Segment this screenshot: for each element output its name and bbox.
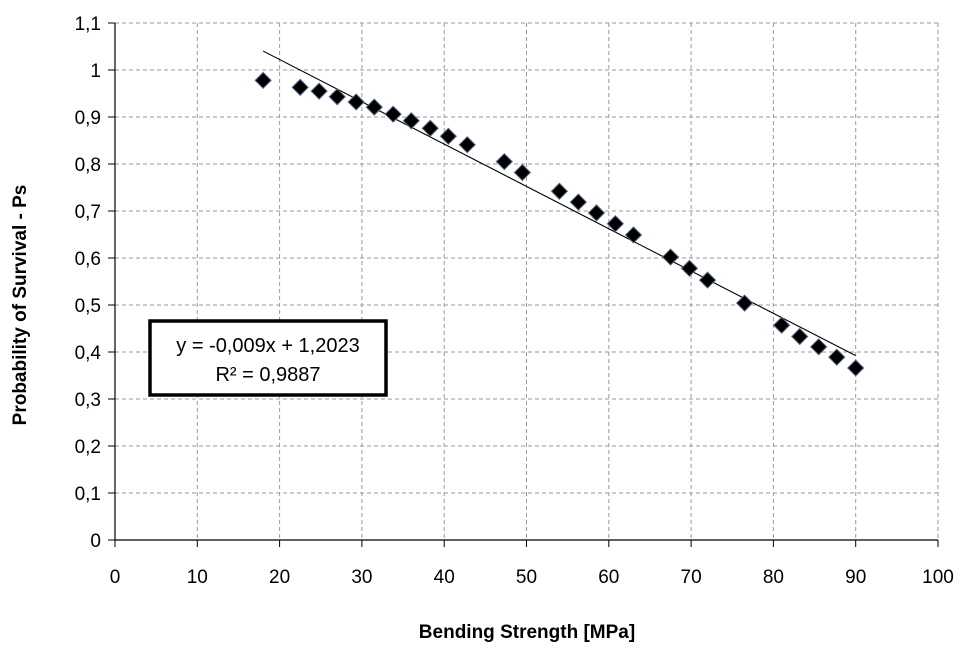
y-tick-label: 0 [90,531,101,552]
data-point [791,327,809,346]
data-point [421,119,439,137]
data-point [402,112,420,130]
axes [108,22,939,547]
y-tick-label: 1,1 [75,14,101,35]
data-point [254,71,272,90]
data-point [661,248,680,266]
y-tick-label: 0,4 [75,343,102,364]
y-tick-label: 0,2 [75,437,101,458]
data-point [495,152,513,171]
y-tick-label: 0,6 [75,249,101,270]
x-tick-label: 10 [187,567,208,588]
y-tick-label: 0,1 [75,484,101,505]
x-tick-label: 40 [434,567,455,588]
data-point [439,127,458,145]
data-point [846,359,865,377]
y-axis-title: Probability of Survival - Ps [10,185,31,426]
data-point [735,294,754,312]
data-point [384,105,402,123]
data-point [772,316,791,334]
data-point [365,98,383,116]
tick-labels: 0 10 20 30 40 50 60 70 80 90 100 0 0,1 0,2 0,3 0,4 0,5 0,… [75,14,954,588]
trendline-equation: y = -0,009x + 1,2023 [176,335,359,357]
x-tick-label: 90 [845,567,866,588]
data-point [550,182,569,200]
data-point [680,259,699,278]
trendline-equation-box: y = -0,009x + 1,2023 R² = 0,9887 [148,319,388,397]
data-point [587,204,606,222]
data-point [606,214,625,233]
x-tick-label: 80 [763,567,784,588]
data-point [513,163,532,182]
data-point [347,93,365,111]
x-axis-title: Bending Strength [MPa] [419,622,635,643]
data-point [809,338,828,356]
x-tick-label: 70 [681,567,702,588]
gridlines [115,22,939,540]
y-tick-label: 1 [90,61,101,82]
y-tick-label: 0,3 [75,390,101,411]
data-point [458,136,476,154]
x-tick-label: 20 [269,567,290,588]
data-point [698,271,717,289]
data-point [569,193,588,211]
data-point [828,348,846,366]
data-point [624,226,643,244]
y-tick-label: 0,9 [75,108,101,129]
trendline-r-squared: R² = 0,9887 [215,364,320,386]
x-tick-label: 100 [922,567,954,588]
equation-box-border [148,319,388,397]
x-tick-label: 50 [516,567,537,588]
data-point [291,78,309,97]
x-tick-label: 60 [598,567,619,588]
y-tick-label: 0,5 [75,296,101,317]
data-points [254,71,865,377]
y-tick-label: 0,8 [75,155,101,176]
data-point [328,88,346,106]
x-tick-label: 30 [351,567,372,588]
y-tick-label: 0,7 [75,202,101,223]
data-point [310,82,328,100]
x-tick-label: 0 [110,567,121,588]
